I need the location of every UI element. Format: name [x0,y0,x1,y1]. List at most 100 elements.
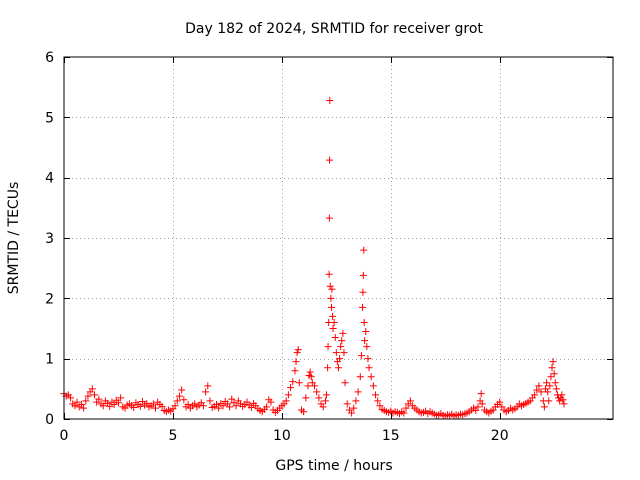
y-tick-label: 6 [45,50,54,66]
data-point [282,397,290,405]
x-tick-label: 15 [382,428,400,444]
x-tick-label: 0 [60,428,69,444]
data-point [496,398,504,406]
data-point [117,394,125,402]
data-point [294,346,302,354]
data-point [88,385,96,393]
data-point [360,318,368,326]
data-point [363,343,371,351]
data-point [95,395,103,403]
data-point [558,391,566,399]
data-point [82,397,90,405]
data-point [324,343,332,351]
data-point [402,404,410,412]
data-point [313,388,321,396]
data-point [560,400,568,408]
data-point [357,352,365,360]
data-point [364,355,372,363]
data-point [477,390,485,398]
data-point [173,397,181,405]
data-point [292,358,300,366]
data-point [326,96,334,104]
data-point [302,394,310,402]
data-point [204,382,212,390]
data-point [354,388,362,396]
data-point [143,399,151,407]
data-point [202,388,210,396]
data-point [360,246,368,254]
data-point [331,334,339,342]
data-point [219,402,227,410]
data-point [545,397,553,405]
data-point [321,397,329,405]
data-point [551,379,559,387]
data-point [319,403,327,411]
data-point [556,397,564,405]
data-point [324,364,332,372]
data-point [332,349,340,357]
data-point [99,402,107,410]
data-point [325,270,333,278]
data-point [376,402,384,410]
data-point [328,303,336,311]
data-point [199,402,207,410]
data-point [341,379,349,387]
data-point [359,271,367,279]
data-point [287,384,295,392]
data-point [71,402,79,410]
data-point [330,318,338,326]
data-point [311,382,319,390]
x-tick-label: 10 [273,428,291,444]
data-point [152,404,159,412]
data-point [175,392,183,400]
data-point [329,325,337,332]
y-tick-label: 5 [45,110,54,126]
data-point [136,402,144,410]
data-point [406,397,414,405]
data-point [291,367,299,375]
data-point [304,382,312,390]
data-point [114,399,122,407]
data-point [130,404,138,412]
data-point [180,396,188,404]
data-point [110,401,118,409]
data-point [537,388,545,396]
data-point [267,398,275,406]
data-point [544,388,552,396]
data-point [535,382,543,390]
data-point [77,401,85,409]
data-point [326,282,334,290]
axis-tick-labels: 0 5 10 15 20 0 1 2 3 4 5 6 [45,50,509,444]
data-point [374,397,382,405]
data-point [359,288,367,296]
axis-ticks [64,57,613,420]
data-point [546,382,554,390]
y-tick-label: 3 [45,231,54,247]
data-point [306,368,314,376]
data-point [543,379,551,387]
data-point [80,404,88,412]
data-point [206,397,214,405]
x-tick-label: 5 [168,428,177,444]
data-point [106,402,114,410]
data-point [315,394,323,402]
data-point [559,396,567,404]
data-point [337,343,345,351]
grid-lines [64,57,613,419]
data-point [367,373,375,381]
data-point [138,398,146,406]
data-point [338,337,346,345]
data-point [478,400,486,408]
data-point [307,373,315,381]
data-point [184,401,192,409]
data-point [533,386,541,394]
x-tick-label: 20 [491,428,509,444]
y-tick-label: 0 [45,412,54,428]
data-point [369,382,377,390]
data-point [232,402,240,410]
data-point [293,349,301,357]
data-point [365,364,373,372]
data-point [348,409,356,417]
data-point [158,402,166,410]
